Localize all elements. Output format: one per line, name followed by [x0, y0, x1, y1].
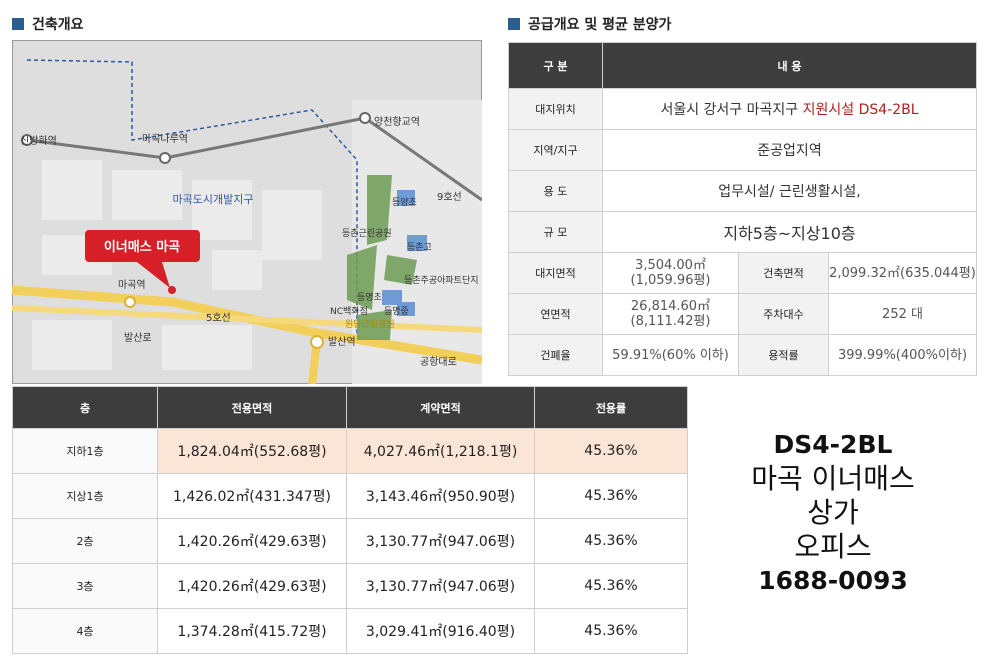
- map-label: 등촌고: [407, 242, 432, 253]
- floor-table: 층 전용면적 계약면적 전용률 지하1층 1,824.04㎡(552.68평) 4,027.…: [12, 386, 688, 654]
- row-label: 주차대수: [738, 293, 829, 335]
- row-value: 준공업지역: [602, 129, 977, 171]
- map-label: 5호선: [206, 312, 231, 324]
- map-label: 등명중: [384, 306, 409, 317]
- floor-cell: 3층: [12, 563, 158, 609]
- promo-line: 1688-0093: [758, 566, 908, 595]
- section-title-text: 공급개요 및 평균 분양가: [528, 17, 672, 33]
- row-value: 서울시 강서구 마곡지구 지원시설 DS4-2BL: [602, 88, 977, 130]
- floor-cell: 3,029.41㎡(916.40평): [346, 608, 535, 654]
- floor-row: 지하1층 1,824.04㎡(552.68평) 4,027.46㎡(1,218.1평…: [12, 428, 688, 474]
- map-label: 마곡도시개발지구: [173, 193, 254, 206]
- row-value: 252 대: [828, 293, 977, 335]
- floor-cell: 4,027.46㎡(1,218.1평): [346, 428, 535, 474]
- floor-cell: 1,420.26㎡(429.63평): [157, 563, 347, 609]
- floor-cell: 1,824.04㎡(552.68평): [157, 428, 347, 474]
- promo-line: 상가: [807, 496, 859, 529]
- row-value: 3,504.00㎡ (1,059.96평): [602, 252, 739, 294]
- promo-line: DS4-2BL: [773, 430, 893, 459]
- floor-cell: 45.36%: [534, 473, 688, 519]
- map-label: 마곡나루역: [142, 133, 188, 145]
- map-label: 등명초: [357, 292, 382, 303]
- map-label: 등촌주공아파트단지: [404, 275, 479, 286]
- header-cell: 내 용: [602, 42, 977, 89]
- floor-cell: 2층: [12, 518, 158, 564]
- header-row: 층 전용면적 계약면적 전용률: [12, 386, 688, 429]
- header-cell: 전용률: [534, 386, 688, 429]
- floor-row: 3층 1,420.26㎡(429.63평) 3,130.77㎡(947.06평) 45…: [12, 563, 688, 609]
- floor-row: 4층 1,374.28㎡(415.72평) 3,029.41㎡(916.40평) 45…: [12, 608, 688, 654]
- row-label: 건축면적: [738, 252, 829, 294]
- floor-cell: 지상1층: [12, 473, 158, 519]
- row-value: 26,814.60㎡ (8,111.42평): [602, 293, 739, 335]
- map-label: 양천향교역: [374, 116, 420, 128]
- map-label: 등촌근린공원: [342, 228, 392, 239]
- map-label: 마곡역: [118, 279, 146, 291]
- row-value: 업무시설/ 근린생활시설,: [602, 170, 977, 212]
- value-highlight: 지원시설 DS4-2BL: [802, 102, 919, 118]
- location-map: 신방화역 마곡나루역 양천향교역 마곡도시개발지구 9호선 이너매스 마곡 마곡…: [12, 40, 482, 384]
- map-label: 원당근린공원: [345, 319, 395, 330]
- floor-cell: 3,130.77㎡(947.06평): [346, 563, 535, 609]
- map-label: 발산로: [124, 332, 152, 344]
- map-callout: 이너매스 마곡: [104, 239, 180, 255]
- map-label: 9호선: [437, 191, 462, 203]
- map-label: 등양초: [392, 197, 417, 208]
- floor-cell: 1,426.02㎡(431.347평): [157, 473, 347, 519]
- floor-cell: 45.36%: [534, 518, 688, 564]
- promo: DS4-2BL 마곡 이너매스 상가 오피스 1688-0093: [700, 428, 966, 598]
- header-cell: 계약면적: [346, 386, 535, 429]
- section-title: 공급개요 및 평균 분양가: [508, 14, 671, 34]
- row-value: 59.91%(60% 이하): [602, 334, 739, 376]
- floor-row: 지상1층 1,426.02㎡(431.347평) 3,143.46㎡(950.90평…: [12, 473, 688, 519]
- floor-cell: 1,374.28㎡(415.72평): [157, 608, 347, 654]
- section-title-text: 건축개요: [32, 17, 84, 33]
- floor-cell: 1,420.26㎡(429.63평): [157, 518, 347, 564]
- row-value: 399.99%(400%이하): [828, 334, 977, 376]
- row-value: 지하5층~지상10층: [602, 211, 977, 253]
- map-label: 공항대로: [420, 356, 457, 368]
- row-value: 2,099.32㎡(635.044평): [828, 252, 977, 294]
- floor-cell: 45.36%: [534, 608, 688, 654]
- section-title: 건축개요: [12, 14, 84, 34]
- floor-cell: 4층: [12, 608, 158, 654]
- header-cell: 층: [12, 386, 158, 429]
- promo-line: 오피스: [794, 530, 872, 563]
- floor-cell: 45.36%: [534, 563, 688, 609]
- map-label: NC백화점: [330, 305, 368, 317]
- header-cell: 전용면적: [157, 386, 347, 429]
- row-label: 건폐율: [508, 334, 603, 376]
- promo-line: 마곡 이너매스: [751, 462, 915, 495]
- row-label: 연면적: [508, 293, 603, 335]
- floor-row: 2층 1,420.26㎡(429.63평) 3,130.77㎡(947.06평) 45…: [12, 518, 688, 564]
- floor-cell: 3,130.77㎡(947.06평): [346, 518, 535, 564]
- map-label: 발산역: [328, 336, 356, 348]
- row-label: 대지면적: [508, 252, 603, 294]
- row-label: 용적률: [738, 334, 829, 376]
- value-text: 서울시 강서구 마곡지구: [660, 102, 803, 118]
- map-label: 신방화역: [20, 135, 57, 147]
- floor-cell: 지하1층: [12, 428, 158, 474]
- row-label: 지역/지구: [508, 129, 603, 171]
- row-label: 대지위치: [508, 88, 603, 130]
- floor-cell: 45.36%: [534, 428, 688, 474]
- row-label: 규 모: [508, 211, 603, 253]
- floor-cell: 3,143.46㎡(950.90평): [346, 473, 535, 519]
- header-cell: 구 분: [508, 42, 603, 89]
- row-label: 용 도: [508, 170, 603, 212]
